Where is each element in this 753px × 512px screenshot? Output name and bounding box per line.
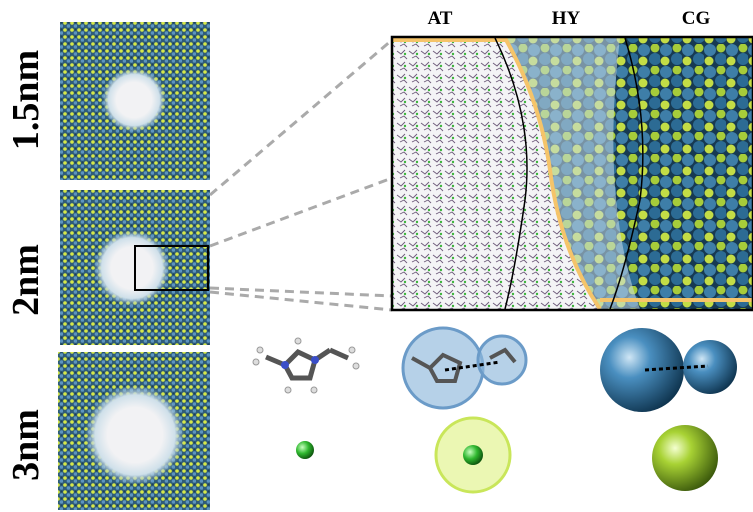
size-label: 3nm: [5, 409, 47, 481]
panel: [58, 352, 210, 510]
at-cation: [252, 337, 360, 394]
panel: [60, 22, 210, 180]
hy-cation: [401, 326, 528, 410]
zoom-frame: [390, 35, 753, 312]
zoom-box: [393, 38, 752, 309]
size-label: 2nm: [5, 244, 47, 316]
region-label: CG: [682, 8, 711, 29]
region-label: HY: [552, 8, 581, 29]
at-anion: [296, 441, 314, 459]
cg-cation: [600, 328, 737, 412]
cg-anion: [652, 425, 718, 491]
region-label: AT: [428, 8, 453, 29]
size-label: 1.5nm: [5, 50, 47, 150]
hy-anion: [434, 416, 512, 494]
zoom-lines: [209, 38, 393, 312]
panel: [60, 190, 210, 345]
